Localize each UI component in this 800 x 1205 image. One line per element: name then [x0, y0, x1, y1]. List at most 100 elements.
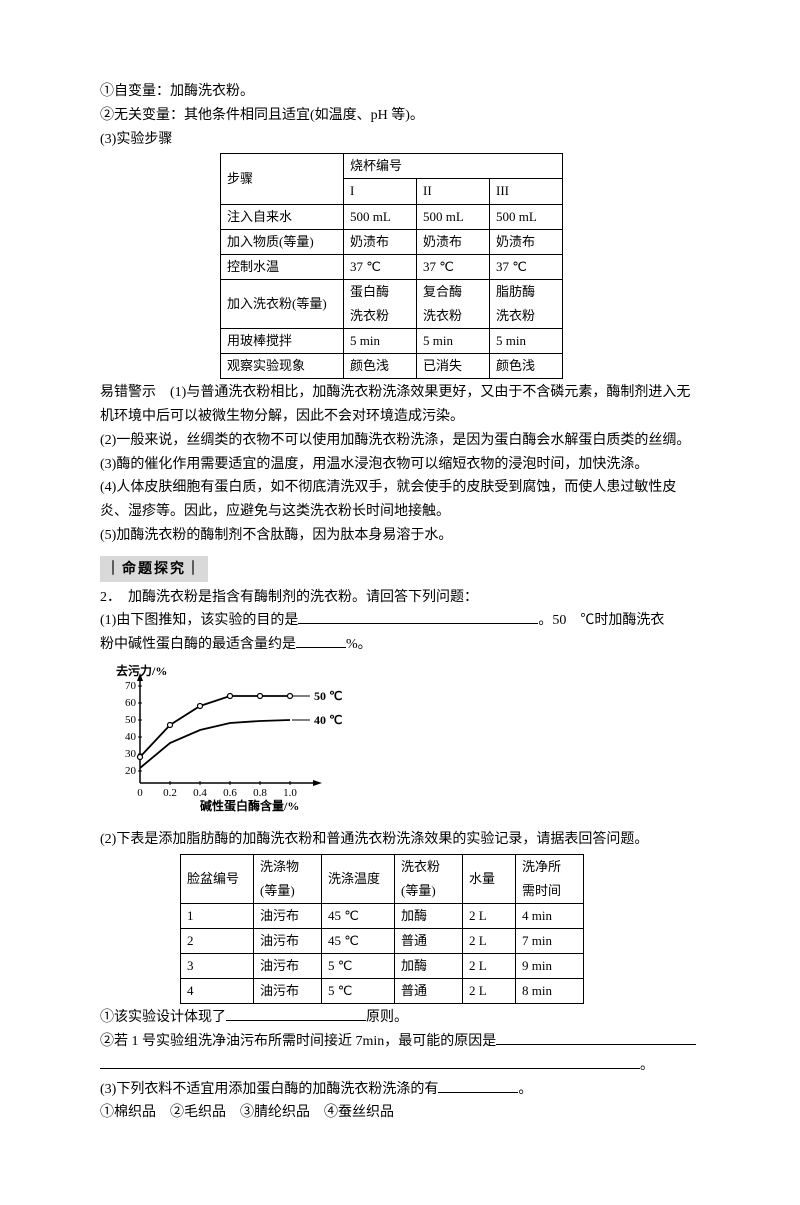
t1-r6-3: 颜色浅	[490, 354, 563, 379]
t1-r2-3: 奶渍布	[490, 229, 563, 254]
q2-1a: (1)由下图推知，该实验的目的是	[100, 613, 298, 628]
t1-h-step: 步骤	[221, 154, 344, 204]
q2-stem: 2． 加酶洗衣粉是指含有酶制剂的洗衣粉。请回答下列问题：	[100, 586, 700, 610]
q2-1c: 粉中碱性蛋白酶的最适含量约是	[100, 637, 296, 652]
t1-h-c2: II	[417, 179, 490, 204]
q2c-4b: 。	[518, 1082, 532, 1097]
q2c-4a: (3)下列衣料不适宜用添加蛋白酶的加酶洗衣粉洗涤的有	[100, 1082, 438, 1097]
t1-r1-3: 500 mL	[490, 204, 563, 229]
t2-h3b: (等量)	[395, 879, 463, 904]
experiment-table-2: 脸盆编号 洗涤物 洗涤温度 洗衣粉 水量 洗净所 (等量) (等量) 需时间 1…	[180, 854, 584, 1005]
xtick-02: 0.2	[163, 787, 177, 799]
t2-h3a: 洗衣粉	[395, 854, 463, 879]
q2c-3a: 。	[640, 1058, 654, 1073]
q2c-4: (3)下列衣料不适宜用添加蛋白酶的加酶洗衣粉洗涤的有 。	[100, 1078, 700, 1102]
q2-1b: 。50 ℃时加酶洗衣	[538, 613, 664, 628]
note-5: (5)加酶洗衣粉的酶制剂不含肽酶，因为肽本身易溶于水。	[100, 524, 700, 548]
y-axis-label: 去污力/%	[116, 663, 167, 678]
q2-1: (1)由下图推知，该实验的目的是 。50 ℃时加酶洗衣	[100, 609, 700, 633]
series-40c-line	[140, 720, 290, 768]
xtick-10: 1.0	[283, 787, 297, 799]
t1-r2-2: 奶渍布	[417, 229, 490, 254]
q2c-2a: ②若 1 号实验组洗净油污布所需时间接近 7min，最可能的原因是	[100, 1034, 496, 1049]
q2c-1: ①该实验设计体现了 原则。	[100, 1006, 700, 1030]
line-chart: 去污力/% 20 30 40 50 60 70 0 0.2 0.4 0.6 0.…	[110, 663, 700, 822]
blank-2	[296, 647, 346, 648]
q2-1-cont: 粉中碱性蛋白酶的最适含量约是 %。	[100, 633, 700, 657]
t2-h1b: (等量)	[254, 879, 322, 904]
xtick-08: 0.8	[253, 787, 267, 799]
note-3: (3)酶的催化作用需要适宜的温度，用温水浸泡衣物可以缩短衣物的浸泡时间，加快洗涤…	[100, 453, 700, 477]
t2-row-4: 4油污布5 ℃普通2 L8 min	[181, 979, 584, 1004]
section-header: ｜命题探究｜	[100, 556, 208, 582]
t1-r1-2: 500 mL	[417, 204, 490, 229]
t2-h5b: 需时间	[516, 879, 584, 904]
t2-h4: 水量	[463, 854, 516, 903]
ytick-70: 70	[125, 680, 137, 692]
q2c-1a: ①该实验设计体现了	[100, 1010, 226, 1025]
blank-1	[298, 623, 538, 624]
t1-r3-2: 37 ℃	[417, 254, 490, 279]
ytick-20: 20	[125, 765, 137, 777]
chart-svg: 去污力/% 20 30 40 50 60 70 0 0.2 0.4 0.6 0.…	[110, 663, 370, 813]
t2-h1a: 洗涤物	[254, 854, 322, 879]
t1-r6-0: 观察实验现象	[221, 354, 344, 379]
ytick-50: 50	[125, 714, 137, 726]
series-50c-label: 50 ℃	[314, 689, 342, 703]
ytick-60: 60	[125, 697, 137, 709]
intro-line-1: ①自变量：加酶洗衣粉。	[100, 80, 700, 104]
t1-r1-0: 注入自来水	[221, 204, 344, 229]
series-40c-label: 40 ℃	[314, 713, 342, 727]
t2-h5a: 洗净所	[516, 854, 584, 879]
note-4: (4)人体皮肤细胞有蛋白质，如不彻底清洗双手，就会使手的皮肤受到腐蚀，而使人患过…	[100, 476, 700, 524]
t1-r4-1b: 洗衣粉	[344, 304, 417, 329]
t2-row-1: 1油污布45 ℃加酶2 L4 min	[181, 903, 584, 928]
t1-r3-1: 37 ℃	[344, 254, 417, 279]
t1-h-c3: III	[490, 179, 563, 204]
t2-row-3: 3油污布5 ℃加酶2 L9 min	[181, 953, 584, 978]
t1-r4-3b: 洗衣粉	[490, 304, 563, 329]
q2c-2: ②若 1 号实验组洗净油污布所需时间接近 7min，最可能的原因是	[100, 1030, 700, 1054]
blank-3	[226, 1020, 366, 1021]
intro-line-2: ②无关变量：其他条件相同且适宜(如温度、pH 等)。	[100, 104, 700, 128]
experiment-table-1: 步骤 烧杯编号 I II III 注入自来水 500 mL 500 mL 500…	[220, 153, 563, 379]
xtick-04: 0.4	[193, 787, 207, 799]
blank-4	[496, 1044, 696, 1045]
ytick-40: 40	[125, 731, 137, 743]
t1-h-beaker: 烧杯编号	[344, 154, 563, 179]
t1-r6-1: 颜色浅	[344, 354, 417, 379]
t1-r2-0: 加入物质(等量)	[221, 229, 344, 254]
q2c-3: 。	[100, 1054, 700, 1078]
intro-line-3: (3)实验步骤	[100, 128, 700, 152]
t1-r4-3a: 脂肪酶	[490, 279, 563, 304]
t1-r3-3: 37 ℃	[490, 254, 563, 279]
t1-r3-0: 控制水温	[221, 254, 344, 279]
note-1: 易错警示 (1)与普通洗衣粉相比，加酶洗衣粉洗涤效果更好，又由于不含磷元素，酶制…	[100, 381, 700, 429]
t1-r2-1: 奶渍布	[344, 229, 417, 254]
t1-r6-2: 已消失	[417, 354, 490, 379]
t2-row-2: 2油污布45 ℃普通2 L7 min	[181, 928, 584, 953]
t1-r1-1: 500 mL	[344, 204, 417, 229]
t1-h-c1: I	[344, 179, 417, 204]
t1-r4-1a: 蛋白酶	[344, 279, 417, 304]
t1-r5-2: 5 min	[417, 329, 490, 354]
q2b: (2)下表是添加脂肪酶的加酶洗衣粉和普通洗衣粉洗涤效果的实验记录，请据表回答问题…	[100, 828, 700, 852]
t1-r4-2a: 复合酶	[417, 279, 490, 304]
blank-6	[438, 1092, 518, 1093]
xtick-06: 0.6	[223, 787, 237, 799]
q2-1d: %。	[346, 637, 372, 652]
x-axis-label: 碱性蛋白酶含量/%	[200, 798, 299, 813]
xtick-0: 0	[137, 787, 143, 799]
t1-r5-1: 5 min	[344, 329, 417, 354]
q2c-1b: 原则。	[366, 1010, 408, 1025]
t2-h2: 洗涤温度	[322, 854, 395, 903]
t1-r4-0: 加入洗衣粉(等量)	[221, 279, 344, 328]
note-2: (2)一般来说，丝绸类的衣物不可以使用加酶洗衣粉洗涤，是因为蛋白酶会水解蛋白质类…	[100, 429, 700, 453]
t2-h0: 脸盆编号	[181, 854, 254, 903]
q2c-5: ①棉织品 ②毛织品 ③腈纶织品 ④蚕丝织品	[100, 1101, 700, 1125]
ytick-30: 30	[125, 748, 137, 760]
t1-r5-3: 5 min	[490, 329, 563, 354]
t1-r5-0: 用玻棒搅拌	[221, 329, 344, 354]
t1-r4-2b: 洗衣粉	[417, 304, 490, 329]
blank-5	[100, 1068, 640, 1069]
